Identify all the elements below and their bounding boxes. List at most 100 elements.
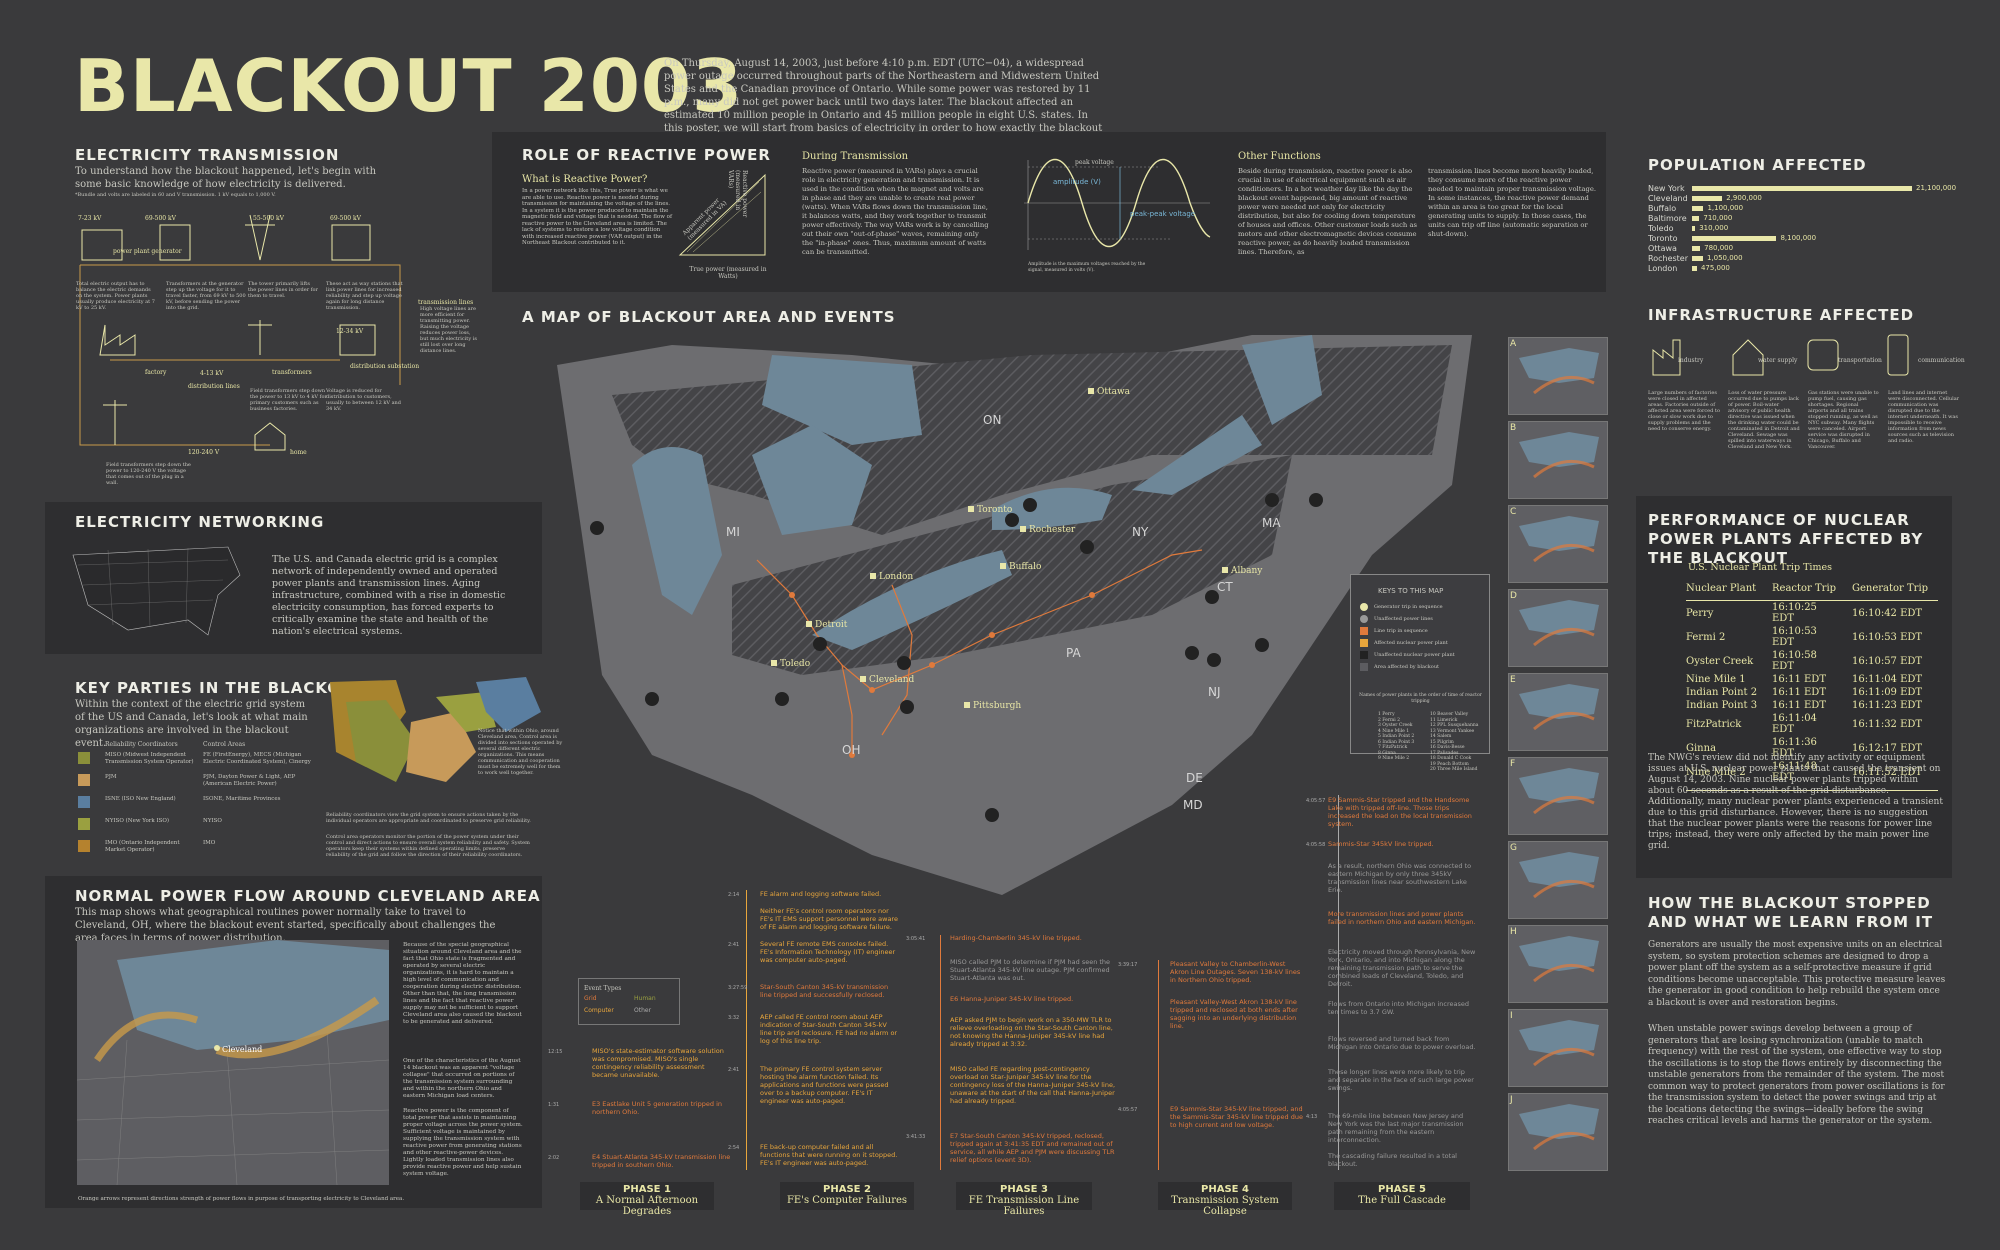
blackout-map: [557, 335, 1472, 895]
stopped-p1: Generators are usually the most expensiv…: [1648, 940, 1946, 1008]
map-key-title: KEYS TO THIS MAP: [1378, 587, 1444, 595]
pop-bar: [1692, 216, 1700, 221]
city-square-icon: [806, 621, 812, 627]
thumbnail-map: [1509, 842, 1607, 918]
phase-sub: Transmission System Collapse: [1171, 1195, 1279, 1217]
event-time: 2:14: [728, 892, 740, 898]
phase-name: PHASE 1: [623, 1184, 671, 1195]
note-distribution: Voltage is reduced for distribution to c…: [326, 388, 401, 412]
true-power-label: True power (measured in Watts): [689, 266, 767, 280]
thumbnail-map: [1509, 674, 1607, 750]
legend-human: Human: [634, 995, 656, 1002]
party-rc: NYISO (New York ISO): [105, 818, 170, 824]
nuclear-list-title: Names of power plants in the order of ti…: [1359, 693, 1482, 704]
phase-label: PHASE 5 The Full Cascade: [1334, 1182, 1470, 1210]
pop-bar: [1692, 256, 1703, 261]
label-distribution-substation: distribution substation: [350, 363, 420, 370]
map-key-box: [1350, 574, 1490, 754]
nuclear-title: PERFORMANCE OF NUCLEAR POWER PLANTS AFFE…: [1648, 511, 1924, 567]
distribution-substation-icon: [339, 324, 376, 356]
parties-note-ca: Control area operators monitor the porti…: [326, 834, 530, 858]
map-key-label: Generator trip in sequence: [1374, 604, 1443, 610]
transmission-lead: To understand how the blackout happened,…: [75, 166, 377, 190]
event-item: MISO called PJM to determine if PJM had …: [950, 958, 1111, 982]
label-7-23kv: 7-23 kV: [78, 215, 102, 222]
phase-name: PHASE 5: [1378, 1184, 1426, 1195]
thumbnail-label: I: [1510, 1011, 1513, 1021]
city-label: Rochester: [1029, 525, 1076, 535]
pop-value: 310,000: [1699, 224, 1729, 232]
city-square-icon: [1000, 563, 1006, 569]
home-icon: [254, 422, 286, 451]
thumbnail-map: [1509, 758, 1607, 834]
event-item: The cascading failure resulted in a tota…: [1328, 1152, 1457, 1168]
note-substation: These act as way stations that link powe…: [326, 281, 403, 311]
nuclear-cell: 16:11 EDT: [1772, 700, 1826, 711]
cleveland-marker: [214, 1045, 220, 1051]
amplitude-label: amplitude (V): [1053, 178, 1101, 186]
nuclear-list-item: 6 Indian Point 3: [1378, 739, 1415, 745]
nuclear-list-item: 9 Nine Mile 2: [1378, 756, 1410, 761]
nuclear-cell: 16:11 EDT: [1772, 687, 1826, 698]
nuclear-cell: 16:10:25 EDT: [1772, 602, 1817, 624]
transformer-pole-icon: [248, 320, 272, 355]
factory-icon: [99, 324, 136, 356]
rule-cell: [1686, 784, 1939, 791]
nuclear-list-item: 19 Peach Bottom: [1430, 761, 1469, 767]
note-power-plant: Total electric output has to balance the…: [76, 281, 155, 311]
phase-name: PHASE 2: [823, 1184, 871, 1195]
nuclear-row: Nine Mile 2 16:11:48 EDT 16:11:52 EDT: [1686, 760, 1938, 784]
nuclear-table-bottom-rule: [1686, 784, 1939, 791]
party-swatch: [78, 752, 90, 764]
thumbnail-label: C: [1510, 507, 1517, 517]
thumbnail-label: B: [1510, 423, 1517, 433]
event-thumbnail: [1508, 505, 1608, 583]
event-time: 2:02: [548, 1155, 560, 1161]
nuclear-list-item: 16 Davis-Besse: [1430, 745, 1465, 750]
nuclear-cell: Indian Point 3: [1686, 700, 1758, 711]
party-ca: FE (FirstEnergy), MECS (Michigan Electri…: [203, 752, 311, 765]
other-functions-body2: transmission lines become more heavily l…: [1428, 167, 1597, 238]
nuclear-row: Perry 16:10:25 EDT 16:10:42 EDT: [1686, 601, 1938, 626]
nuclear-col-reactor: Reactor Trip: [1772, 583, 1837, 594]
cleveland-body3: Reactive power is the component of total…: [403, 1108, 523, 1177]
event-item: Harding-Chamberlin 345-kV line tripped.: [950, 934, 1082, 942]
nuclear-cell: 16:10:53 EDT: [1772, 626, 1817, 648]
city-marker: Ottawa: [1088, 387, 1130, 397]
city-square-icon: [870, 573, 876, 579]
pop-city: Rochester: [1648, 254, 1688, 263]
event-item: E7 Star-South Canton 345-kV tripped, rec…: [950, 1132, 1115, 1164]
event-time: 2:41: [728, 1067, 740, 1073]
phase-sub: A Normal Afternoon Degrades: [595, 1195, 699, 1217]
pop-city: London: [1648, 264, 1678, 273]
event-item: MISO called FE regarding post-contingenc…: [950, 1065, 1116, 1105]
transportation-icon: [1807, 339, 1839, 371]
city-square-icon: [1020, 526, 1026, 532]
flow-arrow-west: [94, 1011, 199, 1062]
nuclear-row: Ginna 16:11:36 EDT 16:12:17 EDT: [1686, 736, 1938, 760]
cleveland-body2: One of the characteristics of the August…: [403, 1058, 521, 1099]
poster-title: BLACKOUT 2003: [74, 44, 744, 128]
nuclear-cell: Oyster Creek: [1686, 655, 1754, 667]
state-label: MA: [1262, 516, 1281, 530]
party-rc: IMO (Ontario Independent Market Operator…: [105, 840, 180, 853]
city-label: Albany: [1231, 566, 1263, 576]
networking-body: The U.S. and Canada electric grid is a c…: [272, 554, 506, 637]
event-item: Star-South Canton 345-kV transmission li…: [760, 983, 889, 999]
during-body: Reactive power (measured in VARs) plays …: [802, 167, 989, 256]
nuclear-list-item: 14 Salem: [1430, 734, 1452, 739]
party-ca: PJM, Dayton Power & Light, AEP (American…: [203, 774, 296, 787]
event-thumbnail: [1508, 1093, 1608, 1171]
nuclear-cell: 16:10:58 EDT: [1772, 650, 1817, 672]
pop-city: Cleveland: [1648, 194, 1688, 203]
map-key-icon: [1360, 615, 1368, 623]
nuclear-list-item: 12 PPL Susquehanna: [1430, 723, 1479, 728]
phase-sub: FE's Computer Failures: [786, 1195, 908, 1206]
event-legend-title: Event Types: [584, 985, 622, 992]
nuclear-cell: Nine Mile 1: [1686, 674, 1746, 685]
label-55-500kv: 55-500 kV: [253, 215, 284, 222]
other-functions-body: Beside during transmission, reactive pow…: [1238, 167, 1418, 256]
infra-label: transportation: [1838, 357, 1882, 364]
pop-value: 2,900,000: [1726, 194, 1762, 202]
phase-label: PHASE 2 FE's Computer Failures: [780, 1182, 914, 1210]
